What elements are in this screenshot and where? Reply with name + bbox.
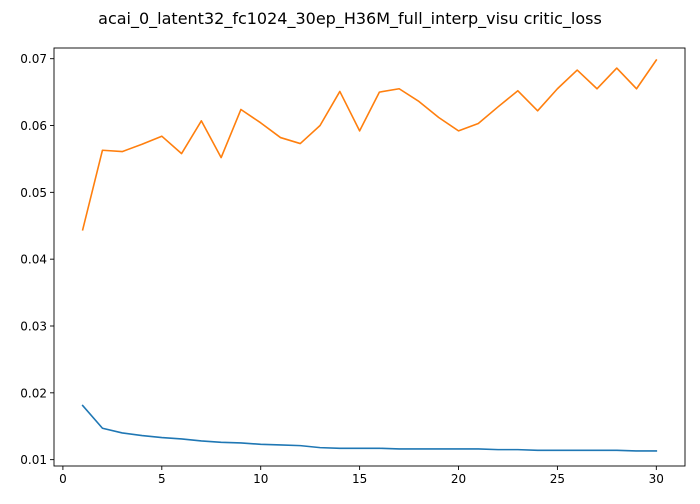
x-tick-label: 25 (550, 472, 565, 486)
y-tick-label: 0.02 (20, 386, 47, 400)
y-tick-label: 0.07 (20, 52, 47, 66)
plot-area: 0 5 10 15 20 25 30 0.01 0.02 0.03 0.04 0.05 0.06 0.07 (20, 47, 686, 486)
series-line-2 (81, 58, 658, 231)
series-line-1 (81, 404, 658, 452)
y-tick-label: 0.06 (20, 119, 47, 133)
y-tick-label: 0.01 (20, 453, 47, 467)
x-tick-label: 30 (649, 472, 664, 486)
x-tick-label: 10 (253, 472, 268, 486)
x-tick-label: 5 (158, 472, 166, 486)
y-tick-label: 0.03 (20, 319, 47, 333)
x-tick-label: 15 (352, 472, 367, 486)
x-tick-label: 20 (451, 472, 466, 486)
x-tick-label: 0 (59, 472, 67, 486)
chart-title: acai_0_latent32_fc1024_30ep_H36M_full_in… (98, 9, 602, 29)
axes-frame (53, 47, 686, 467)
y-tick-label: 0.04 (20, 253, 47, 267)
y-tick-label: 0.05 (20, 186, 47, 200)
